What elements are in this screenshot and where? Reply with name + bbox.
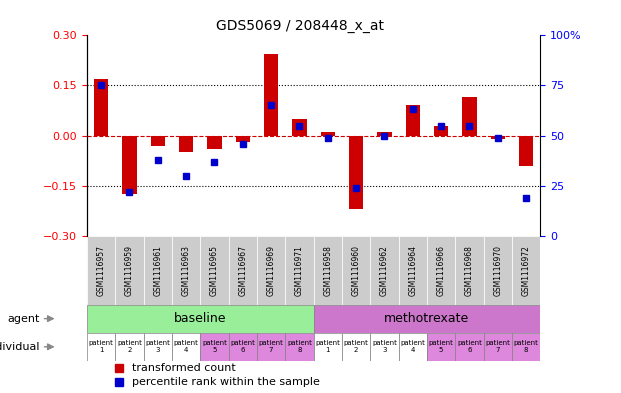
Text: patient
5: patient 5 — [202, 340, 227, 353]
Bar — [455, 333, 484, 361]
Bar — [399, 236, 427, 305]
Bar — [484, 333, 512, 361]
Bar — [370, 333, 399, 361]
Bar — [257, 333, 285, 361]
Bar — [484, 236, 512, 305]
Text: patient
7: patient 7 — [486, 340, 510, 353]
Text: patient
4: patient 4 — [401, 340, 425, 353]
Bar — [122, 136, 137, 194]
Text: GSM1116966: GSM1116966 — [437, 244, 446, 296]
Text: patient
1: patient 1 — [315, 340, 340, 353]
Bar — [87, 333, 116, 361]
Bar — [285, 236, 314, 305]
Bar — [378, 132, 391, 136]
Bar — [94, 79, 108, 136]
Bar — [519, 136, 533, 165]
Title: GDS5069 / 208448_x_at: GDS5069 / 208448_x_at — [216, 19, 384, 33]
Text: GSM1116962: GSM1116962 — [380, 245, 389, 296]
Text: GSM1116964: GSM1116964 — [408, 244, 417, 296]
Bar — [491, 136, 505, 139]
Text: GSM1116972: GSM1116972 — [522, 245, 530, 296]
Bar — [463, 97, 476, 136]
Bar — [512, 333, 540, 361]
Text: patient
3: patient 3 — [145, 340, 170, 353]
Bar — [427, 236, 455, 305]
Bar — [87, 236, 116, 305]
Text: methotrexate: methotrexate — [384, 312, 469, 325]
Bar — [370, 236, 399, 305]
Bar — [264, 54, 278, 136]
Text: GSM1116969: GSM1116969 — [266, 244, 276, 296]
Text: GSM1116960: GSM1116960 — [351, 244, 361, 296]
Text: GSM1116961: GSM1116961 — [153, 245, 162, 296]
Text: agent: agent — [7, 314, 39, 324]
Text: patient
7: patient 7 — [259, 340, 284, 353]
Bar — [314, 333, 342, 361]
Bar — [143, 333, 172, 361]
Text: percentile rank within the sample: percentile rank within the sample — [132, 377, 320, 387]
Bar — [87, 305, 314, 333]
Bar — [257, 236, 285, 305]
Bar — [342, 333, 370, 361]
Text: patient
1: patient 1 — [89, 340, 114, 353]
Text: GSM1116965: GSM1116965 — [210, 244, 219, 296]
Bar — [200, 236, 229, 305]
Bar — [151, 136, 165, 145]
Bar — [116, 333, 143, 361]
Text: patient
6: patient 6 — [457, 340, 482, 353]
Bar — [455, 236, 484, 305]
Bar — [116, 236, 143, 305]
Text: individual: individual — [0, 342, 39, 352]
Bar — [434, 125, 448, 136]
Text: GSM1116967: GSM1116967 — [238, 244, 247, 296]
Bar — [229, 236, 257, 305]
Text: patient
8: patient 8 — [287, 340, 312, 353]
Text: GSM1116959: GSM1116959 — [125, 244, 134, 296]
Text: GSM1116968: GSM1116968 — [465, 245, 474, 296]
Bar — [314, 305, 540, 333]
Text: transformed count: transformed count — [132, 363, 236, 373]
Text: GSM1116963: GSM1116963 — [181, 244, 191, 296]
Text: GSM1116970: GSM1116970 — [493, 244, 502, 296]
Text: patient
5: patient 5 — [428, 340, 453, 353]
Bar — [512, 236, 540, 305]
Bar — [200, 333, 229, 361]
Bar — [172, 236, 200, 305]
Text: GSM1116957: GSM1116957 — [97, 244, 106, 296]
Bar — [143, 236, 172, 305]
Bar — [314, 236, 342, 305]
Text: baseline: baseline — [174, 312, 227, 325]
Text: patient
6: patient 6 — [230, 340, 255, 353]
Bar — [406, 105, 420, 136]
Text: patient
2: patient 2 — [117, 340, 142, 353]
Bar — [172, 333, 200, 361]
Text: patient
2: patient 2 — [343, 340, 368, 353]
Bar — [285, 333, 314, 361]
Bar — [342, 236, 370, 305]
Bar — [320, 132, 335, 136]
Text: patient
3: patient 3 — [372, 340, 397, 353]
Text: patient
4: patient 4 — [174, 340, 199, 353]
Text: patient
8: patient 8 — [514, 340, 538, 353]
Bar — [292, 119, 307, 136]
Bar — [399, 333, 427, 361]
Bar — [349, 136, 363, 209]
Bar — [207, 136, 222, 149]
Text: GSM1116971: GSM1116971 — [295, 245, 304, 296]
Bar — [229, 333, 257, 361]
Bar — [179, 136, 193, 152]
Text: GSM1116958: GSM1116958 — [324, 245, 332, 296]
Bar — [236, 136, 250, 142]
Bar — [427, 333, 455, 361]
